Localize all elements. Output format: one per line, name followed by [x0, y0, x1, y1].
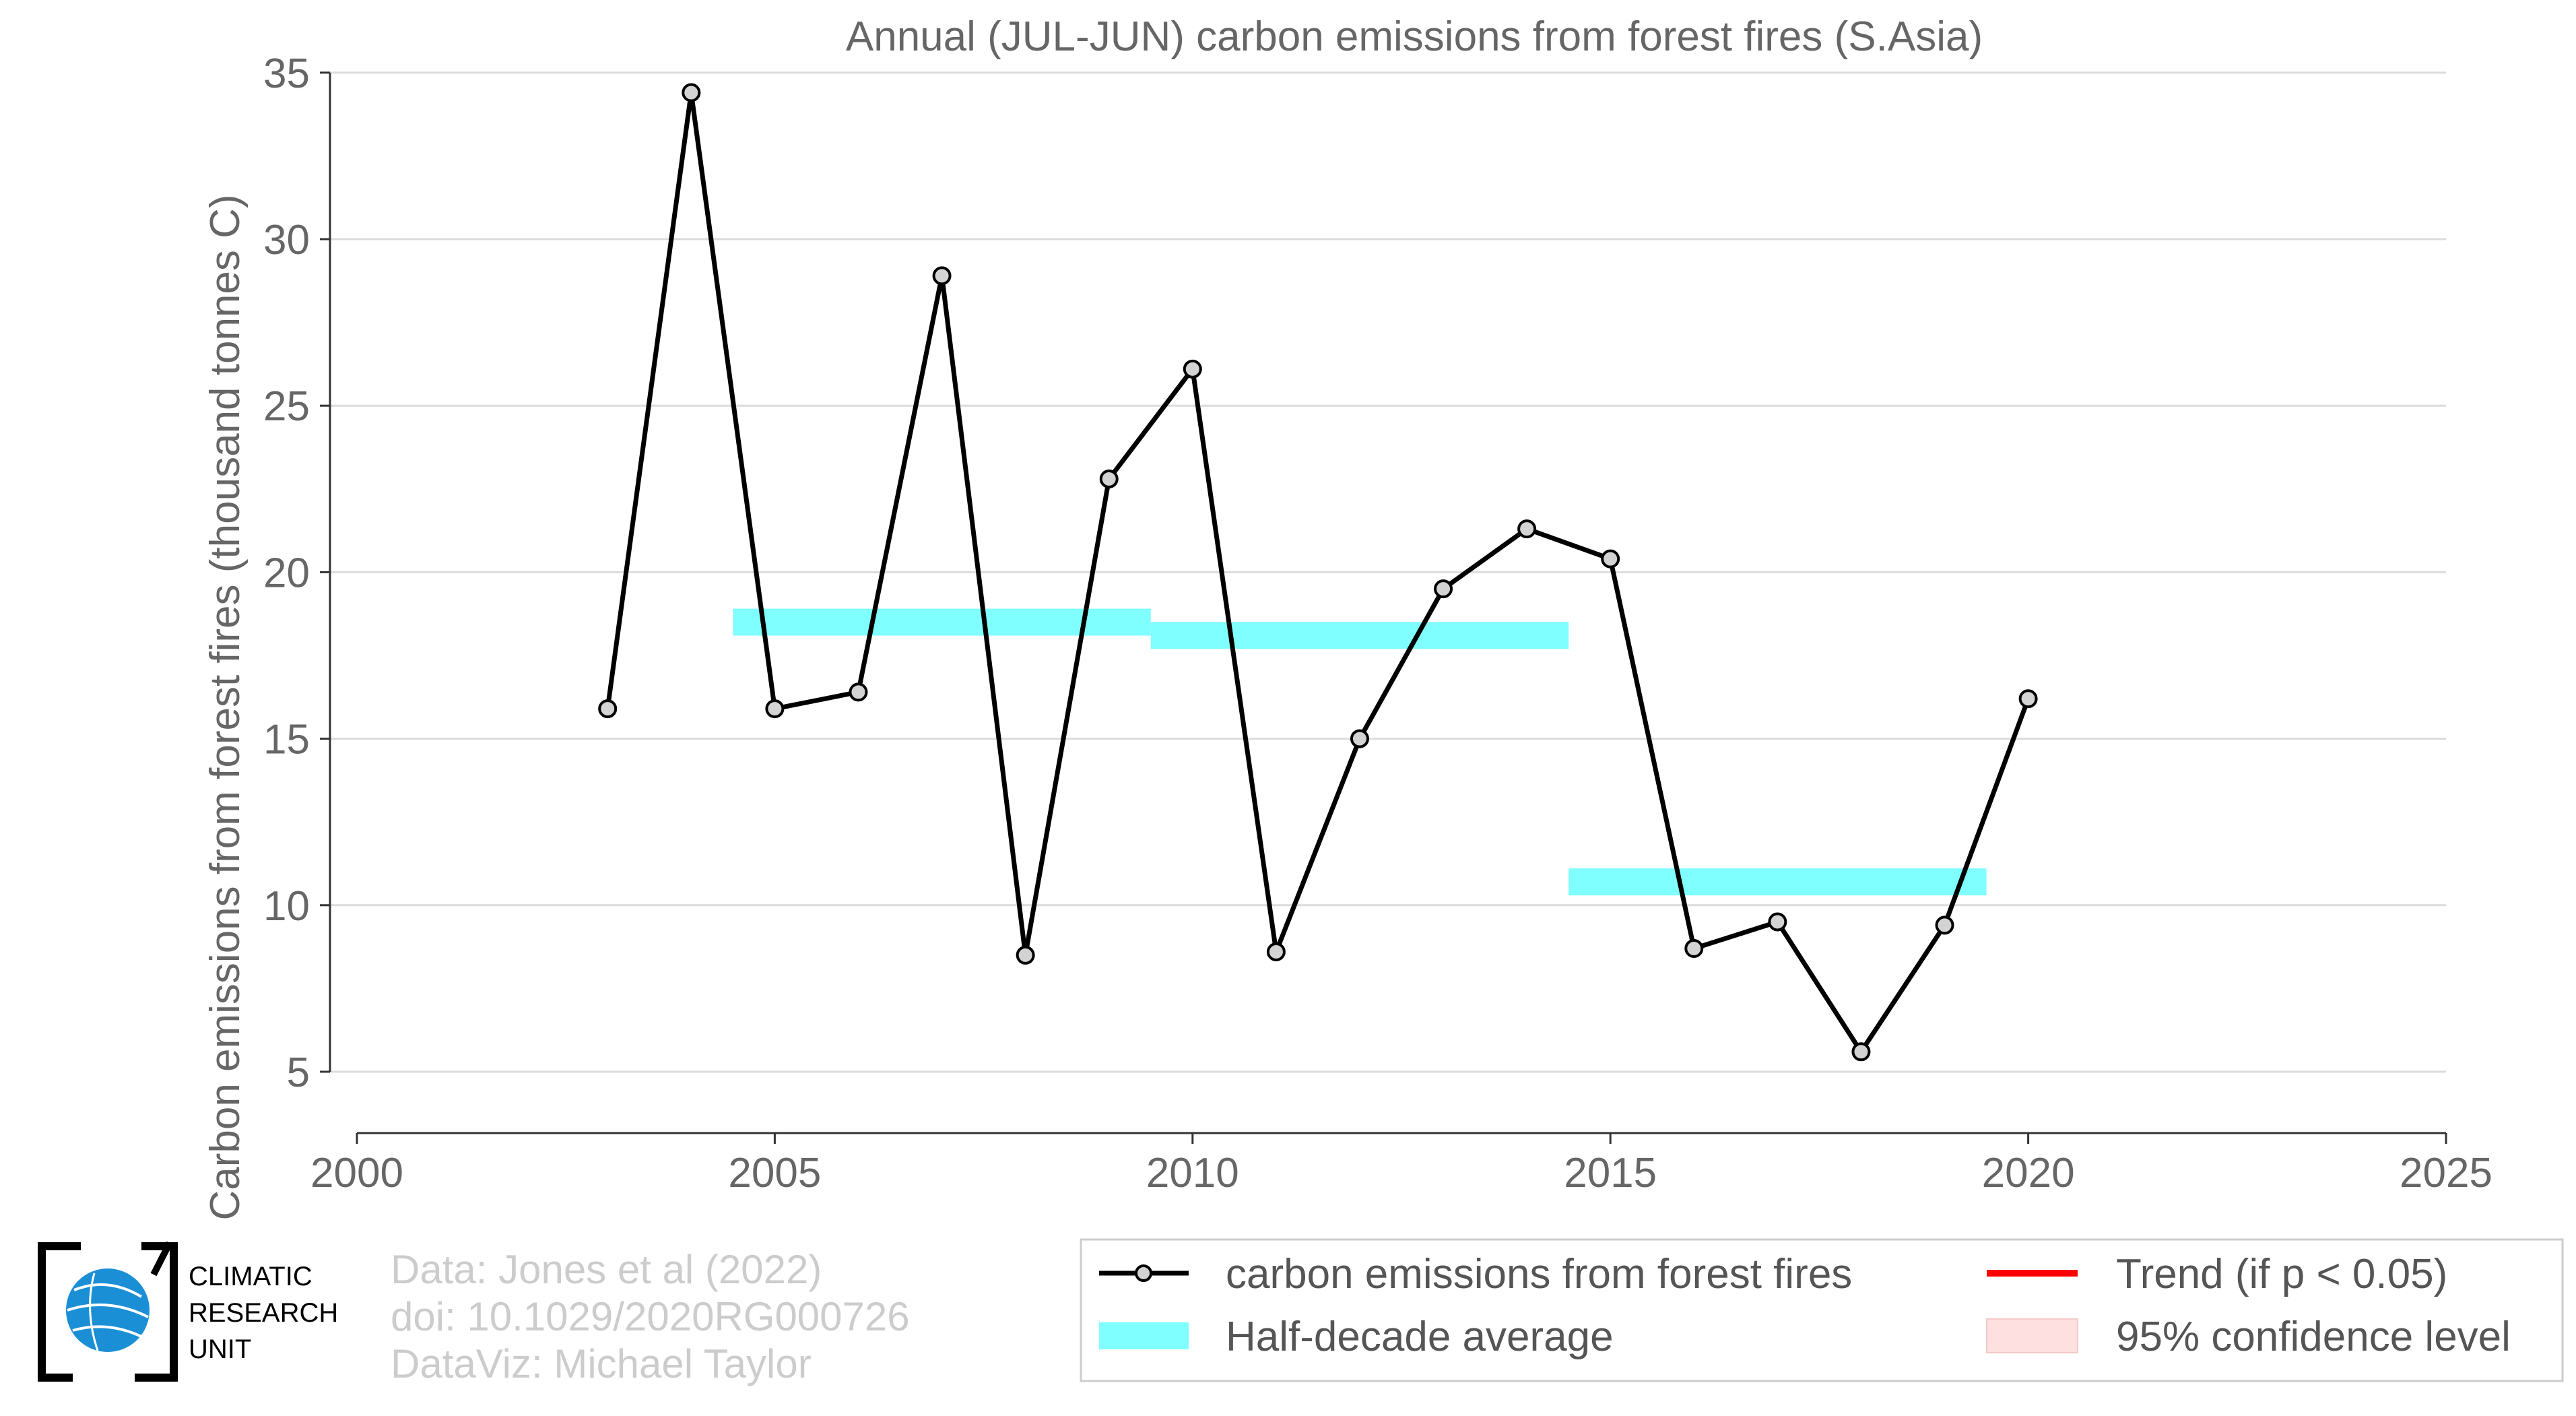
y-tick-label: 35: [263, 51, 310, 97]
data-point: [1684, 939, 1704, 959]
x-tick-label: 2015: [1564, 1150, 1657, 1196]
data-point: [1601, 549, 1620, 569]
legend-band-swatch: [1099, 1322, 1189, 1349]
data-point: [1768, 912, 1787, 932]
legend-label-ci: 95% confidence level: [2116, 1314, 2511, 1360]
data-point: [1434, 579, 1453, 599]
credit-data: Data: Jones et al (2022): [391, 1247, 822, 1292]
data-point: [1851, 1042, 1871, 1062]
data-point: [1183, 359, 1202, 379]
logo-bracket-right: [135, 1242, 178, 1382]
x-tick-label: 2020: [1982, 1150, 2075, 1196]
y-tick-label: 10: [263, 883, 310, 930]
x-tick-label: 2025: [2400, 1150, 2492, 1196]
globe-icon: [66, 1268, 150, 1352]
half-decade-band: [1568, 868, 1987, 896]
credit-doi: doi: 10.1029/2020RG000726: [391, 1294, 910, 1339]
grid: [330, 71, 2446, 1073]
logo-line-1: CLIMATIC: [189, 1262, 312, 1291]
legend: carbon emissions from forest fires Trend…: [1080, 1238, 2564, 1382]
half-decade-band: [733, 608, 1151, 636]
data-point: [932, 266, 952, 286]
data-point: [1266, 942, 1286, 961]
y-tick-label: 30: [263, 217, 310, 263]
data-point: [765, 699, 785, 719]
logo-line-2: RESEARCH: [189, 1298, 338, 1328]
logo-line-3: UNIT: [189, 1334, 251, 1364]
series-layer: [598, 83, 2038, 1062]
credit-dataviz: DataViz: Michael Taylor: [391, 1341, 812, 1386]
logo-bracket-left: [38, 1242, 81, 1382]
legend-frame: [1080, 1238, 2564, 1382]
data-point: [849, 682, 868, 702]
y-tick-label: 15: [263, 717, 310, 763]
legend-label-band: Half-decade average: [1226, 1314, 1614, 1360]
series-line: [605, 90, 2030, 1054]
chart-title: Annual (JUL-JUN) carbon emissions from f…: [846, 13, 1983, 60]
x-tick-label: 2010: [1146, 1150, 1239, 1196]
data-point: [1350, 729, 1369, 748]
y-axis-label: Carbon emissions from forest fires (thou…: [202, 194, 249, 1220]
y-tick-label: 20: [263, 550, 310, 596]
half-decade-band: [1150, 622, 1569, 649]
credits: Data: Jones et al (2022) doi: 10.1029/20…: [391, 1247, 910, 1386]
legend-ci-swatch: [1986, 1318, 2078, 1353]
y-tick-label: 25: [263, 383, 310, 430]
logo-slash: [150, 1241, 173, 1277]
y-tick-label: 5: [287, 1050, 310, 1096]
legend-series-marker-swatch: [1135, 1264, 1152, 1282]
data-point: [598, 699, 618, 719]
x-tick-label: 2005: [728, 1150, 821, 1196]
data-point: [1935, 915, 1954, 935]
data-point: [2018, 689, 2038, 709]
half-decade-bands: [733, 608, 1987, 896]
cru-logo: CLIMATIC RESEARCH UNIT: [38, 1241, 338, 1382]
data-point: [1099, 469, 1119, 488]
x-tick-label: 2000: [310, 1150, 403, 1196]
legend-label-trend: Trend (if p < 0.05): [2116, 1251, 2447, 1297]
data-point: [1016, 945, 1035, 965]
data-point: [682, 83, 701, 102]
data-point: [1517, 519, 1537, 539]
legend-label-series: carbon emissions from forest fires: [1226, 1251, 1852, 1297]
